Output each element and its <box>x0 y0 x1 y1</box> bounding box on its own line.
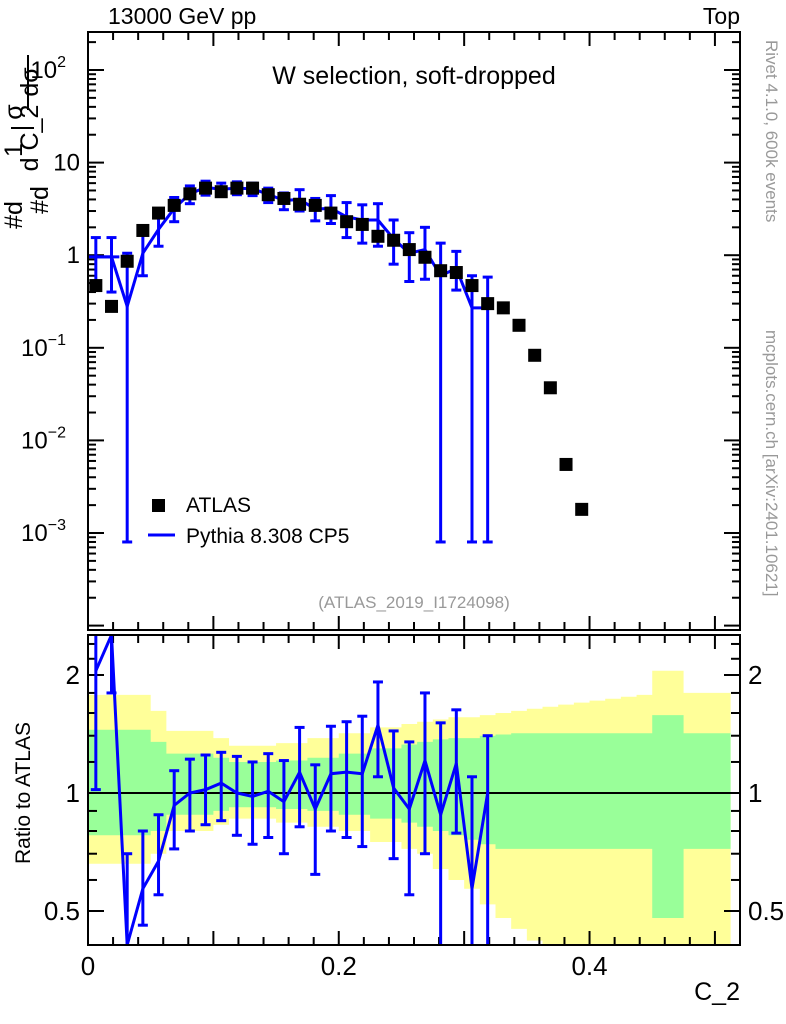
main-ytick-label: 10−1 <box>21 332 66 362</box>
atlas-data-marker <box>559 457 573 471</box>
atlas-data-marker <box>324 206 338 220</box>
atlas-data-marker <box>167 198 181 212</box>
main-ylabel-one: 1 <box>0 143 28 157</box>
atlas-data-marker <box>449 266 463 280</box>
atlas-data-marker <box>105 299 119 313</box>
xtick-labels: 0 0.2 0.4 <box>81 951 608 981</box>
ratio-ytick-label-right: 2 <box>748 660 762 690</box>
ratio-ytick-label-right: 0.5 <box>748 896 784 926</box>
atlas-data-marker <box>230 181 244 195</box>
mcplots-source-label: mcplots.cern.ch [arXiv:2401.10621] <box>762 330 781 596</box>
ratio-panel: Ratio to ATLAS 2 2 1 1 0.5 0.5 0 0.2 0.4 C_2 <box>12 634 784 1006</box>
ratio-ytick-labels: 2 2 1 1 0.5 0.5 <box>44 660 784 926</box>
main-ylabel-denominator: d C_2 <box>16 105 44 172</box>
atlas-data-marker <box>355 217 369 231</box>
atlas-data-marker <box>152 206 166 220</box>
atlas-data-marker <box>340 215 354 229</box>
legend: ATLAS Pythia 8.308 CP5 <box>148 494 349 548</box>
main-ytick-labels: 102 10 1 10−1 10−2 10−3 <box>21 54 80 547</box>
atlas-data-marker <box>120 254 134 268</box>
atlas-data-marker <box>528 348 542 362</box>
atlas-data-marker <box>434 264 448 278</box>
atlas-data-marker <box>371 229 385 243</box>
legend-label-atlas: ATLAS <box>186 494 251 517</box>
main-ytick-label: 10−3 <box>21 517 66 547</box>
atlas-data-marker <box>89 279 103 293</box>
legend-label-pythia: Pythia 8.308 CP5 <box>186 525 349 548</box>
main-ylabel: #d 1 σ #d d C_2 dσ <box>0 55 54 229</box>
atlas-data-marker <box>199 181 213 195</box>
ratio-panel-frame <box>87 634 741 946</box>
xtick-label: 0.2 <box>321 951 357 981</box>
ratio-ytick-label-right: 1 <box>748 778 762 808</box>
main-panel: #d 1 σ #d d C_2 dσ W selection, soft-dro… <box>0 31 741 631</box>
ratio-ytick-label: 0.5 <box>44 896 80 926</box>
header-process-label: Top <box>703 3 740 29</box>
atlas-data-marker <box>293 197 307 211</box>
atlas-data-marker <box>246 181 260 195</box>
ratio-uncertainty-bands <box>88 670 740 945</box>
atlas-data-marker <box>465 279 479 293</box>
main-ylabel-numerator-dsigma: dσ <box>16 67 44 97</box>
atlas-data-marker <box>496 301 510 315</box>
ratio-ylabel: Ratio to ATLAS <box>12 722 35 864</box>
main-ytick-label: 10−2 <box>21 424 66 454</box>
xtick-label: 0 <box>81 951 95 981</box>
atlas-data-marker <box>261 188 275 202</box>
main-ytick-label: 102 <box>30 54 66 84</box>
main-ylabel-numerator: #d <box>0 201 28 229</box>
main-ylabel-sigma: σ <box>0 104 28 120</box>
atlas-data-marker <box>136 223 150 237</box>
main-plot-title: W selection, soft-dropped <box>272 62 555 90</box>
legend-marker-atlas <box>152 499 165 512</box>
atlas-data-marker <box>418 250 432 264</box>
ratio-data-layer <box>90 634 493 946</box>
analysis-watermark: (ATLAS_2019_I1724098) <box>318 593 510 612</box>
atlas-data-marker <box>402 243 416 257</box>
ratio-mc-line <box>94 634 490 946</box>
xaxis-label: C_2 <box>694 978 740 1006</box>
main-data-layer <box>88 179 589 544</box>
ratio-ytick-label: 2 <box>66 660 80 690</box>
main-panel-frame <box>87 31 741 631</box>
main-ylabel-d2: #d <box>26 186 54 214</box>
atlas-data-marker <box>481 297 495 311</box>
xtick-label: 0.4 <box>571 951 607 981</box>
atlas-data-marker <box>183 187 197 201</box>
header-beam-label: 13000 GeV pp <box>108 3 256 29</box>
atlas-data-marker <box>512 318 526 332</box>
atlas-data-marker <box>543 381 557 395</box>
atlas-data-marker <box>308 198 322 212</box>
atlas-data-marker <box>277 191 291 205</box>
atlas-data-marker <box>575 502 589 516</box>
mc-prediction-line <box>95 185 488 312</box>
ratio-ytick-label: 1 <box>66 778 80 808</box>
main-ytick-label: 10 <box>53 150 80 177</box>
atlas-data-marker <box>214 185 228 199</box>
main-axis-ticks <box>87 32 741 630</box>
rivet-version-label: Rivet 4.1.0, 600k events <box>762 40 781 222</box>
main-ytick-label: 1 <box>67 242 80 269</box>
atlas-data-marker <box>387 233 401 247</box>
